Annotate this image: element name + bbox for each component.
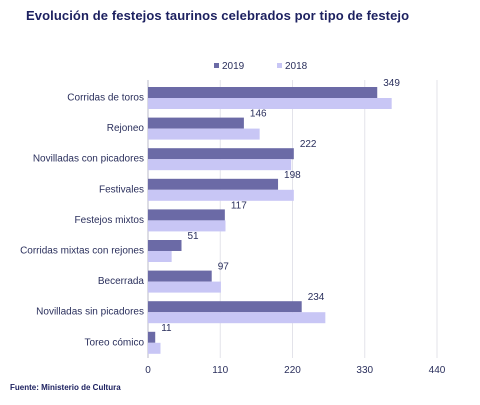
data-label-2019: 117: [231, 200, 247, 211]
legend-swatch-2018: [277, 63, 282, 68]
data-label-2019: 222: [300, 139, 317, 150]
bar-2019: [148, 331, 156, 343]
bar-2018: [148, 281, 221, 293]
legend-swatch-2019: [214, 63, 219, 68]
category-label: Novilladas con picadores: [33, 154, 144, 165]
category-label: Rejoneo: [107, 123, 145, 134]
x-axis: 0 110 220 330 440: [145, 365, 446, 376]
chart-title: Evolución de festejos taurinos celebrado…: [26, 8, 410, 23]
bar-2019: [148, 240, 182, 251]
bar-2019: [148, 117, 244, 129]
category-label: Corridas de toros: [67, 93, 144, 104]
category-label: Toreo cómico: [85, 337, 145, 348]
bars: 349 146 222 198 117 51 97 234 11: [148, 78, 400, 354]
legend-label-2018: 2018: [285, 61, 308, 72]
x-tick-label-220: 220: [284, 365, 301, 376]
bar-2019: [148, 301, 302, 313]
legend-label-2019: 2019: [222, 61, 245, 72]
x-tick-label-110: 110: [212, 365, 228, 376]
bar-2018: [148, 189, 294, 201]
bar-2019: [148, 148, 294, 160]
bar-2018: [148, 220, 226, 232]
data-label-2019: 51: [187, 231, 199, 242]
bar-2018: [148, 98, 392, 109]
bar-2019: [148, 178, 279, 190]
category-label: Novilladas sin picadores: [36, 307, 144, 318]
bar-2018: [148, 251, 172, 262]
data-label-2019: 97: [218, 262, 230, 273]
bar-2019: [148, 270, 212, 282]
data-label-2019: 11: [161, 323, 172, 334]
x-tick-label-0: 0: [145, 365, 151, 376]
data-label-2019: 198: [284, 170, 301, 181]
x-tick-label-330: 330: [356, 365, 373, 376]
category-label: Festivales: [99, 184, 144, 195]
category-label: Corridas mixtas con rejones: [20, 246, 144, 257]
source-note: Fuente: Ministerio de Cultura: [10, 383, 121, 392]
data-label-2019: 146: [250, 109, 267, 120]
bar-2018: [148, 342, 161, 354]
data-label-2019: 349: [383, 78, 400, 89]
category-label: Festejos mixtos: [75, 215, 144, 226]
category-labels: Corridas de toros Rejoneo Novilladas con p…: [20, 93, 144, 349]
bar-2019: [148, 209, 225, 221]
x-tick-label-440: 440: [429, 365, 446, 376]
legend: 2019 2018: [214, 61, 308, 72]
category-label: Becerrada: [98, 276, 145, 287]
bar-2018: [148, 312, 326, 324]
bar-2018: [148, 159, 292, 171]
bar-2018: [148, 128, 260, 140]
bar-2019: [148, 87, 378, 98]
data-label-2019: 234: [308, 292, 325, 303]
